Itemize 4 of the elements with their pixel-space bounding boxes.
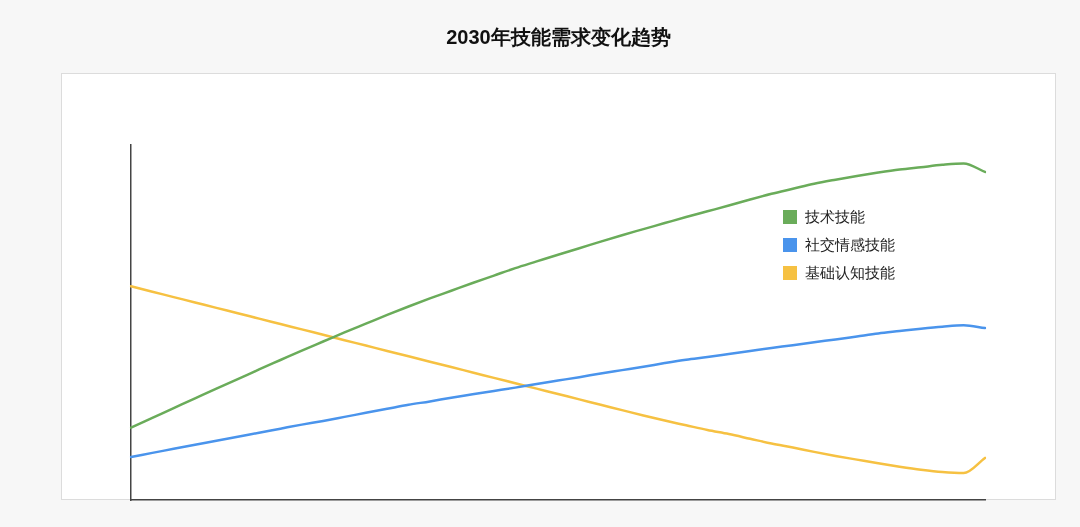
legend-label: 技术技能 xyxy=(805,207,865,226)
chart-title: 2030年技能需求变化趋势 xyxy=(445,25,672,50)
legend-label: 基础认知技能 xyxy=(805,263,895,282)
legend-label: 社交情感技能 xyxy=(805,235,895,254)
